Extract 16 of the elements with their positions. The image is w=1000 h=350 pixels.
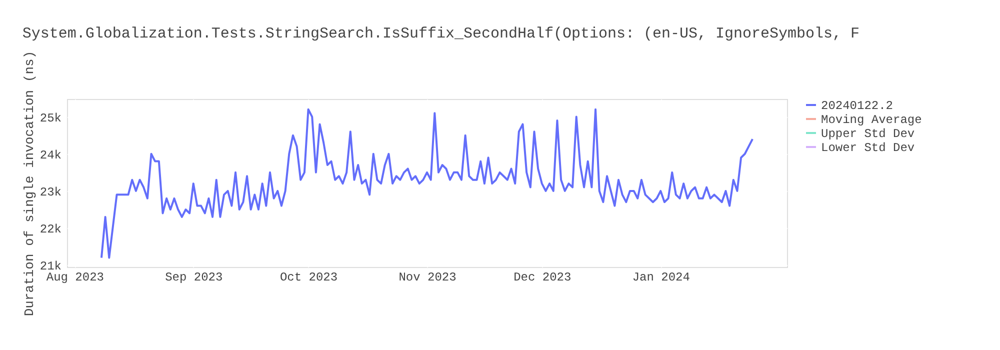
y-tick-label: 22k xyxy=(40,222,62,237)
chart-title: System.Globalization.Tests.StringSearch.IsSuffix_SecondHalf(Options: (en-US, IgnoreSymbols, F xyxy=(22,25,860,42)
y-tick-label: 24k xyxy=(40,148,62,162)
x-tick-label: Sep 2023 xyxy=(165,270,223,284)
legend-label: Lower Std Dev xyxy=(821,141,915,155)
legend-label: Moving Average xyxy=(821,113,922,127)
legend-label: Upper Std Dev xyxy=(821,127,915,141)
y-axis-title: Duration of single invocation (ns) xyxy=(22,50,37,316)
line-series xyxy=(100,108,754,259)
y-tick-label: 25k xyxy=(40,111,62,126)
x-tick-label: Nov 2023 xyxy=(398,270,456,284)
y-tick-label: 23k xyxy=(40,185,62,200)
x-tick-label: Oct 2023 xyxy=(280,270,338,284)
x-tick-label: Jan 2024 xyxy=(632,270,690,284)
x-tick-label: Dec 2023 xyxy=(514,270,572,284)
legend-label: 20240122.2 xyxy=(821,99,894,113)
